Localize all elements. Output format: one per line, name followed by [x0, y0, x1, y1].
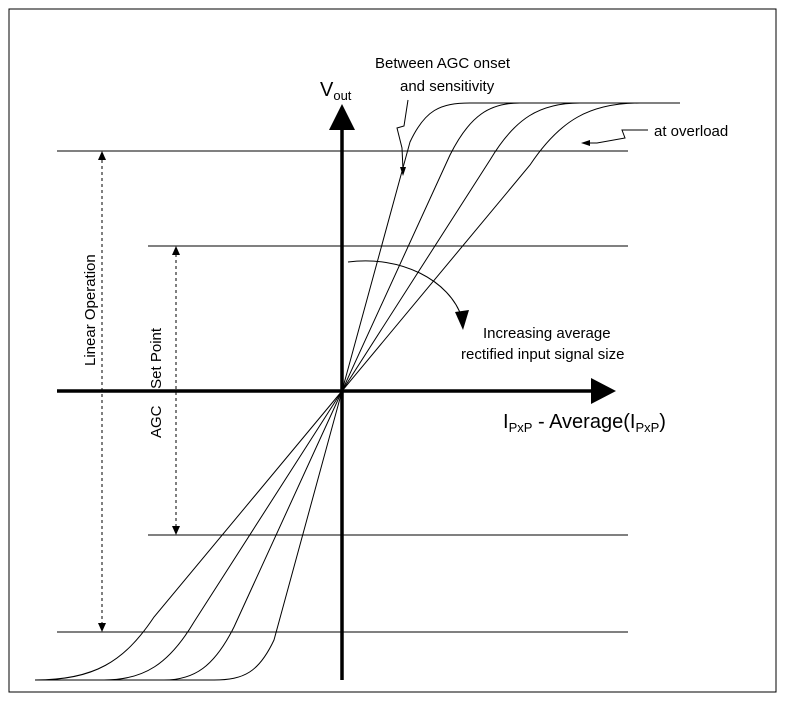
transfer-curve-3: [35, 102, 680, 681]
y-axis-label: Vout: [320, 79, 352, 103]
increasing-signal-arrowhead: [455, 310, 469, 330]
linear-range-arrowhead-top: [98, 151, 106, 160]
transfer-curve-4: [34, 102, 680, 681]
overload-callout-arrowhead: [581, 140, 590, 146]
linear-range-arrowhead-bottom: [98, 623, 106, 632]
agc-set-point-label: AGC Set Point: [148, 327, 165, 438]
y-axis-label-main: V: [320, 79, 334, 101]
x-axis-label-sub2: PxP: [635, 420, 659, 435]
onset-callout-arrowhead: [400, 167, 406, 176]
x-axis-label-part2: - Average(I: [532, 411, 635, 433]
x-axis-label-part3: ): [659, 411, 666, 433]
x-axis-label-part1: I: [503, 411, 509, 433]
transfer-curves: [34, 102, 680, 681]
x-axis-label-sub1: PxP: [509, 420, 533, 435]
annotation-increasing-line2: rectified input signal size: [461, 346, 624, 363]
overload-callout-leader: [585, 129, 648, 144]
linear-operation-label: Linear Operation: [82, 254, 99, 366]
annotation-increasing-line1: Increasing average: [483, 325, 611, 342]
transfer-curve-2: [35, 102, 680, 681]
onset-callout-leader: [396, 99, 409, 171]
transfer-curve-1: [35, 102, 680, 681]
x-axis-arrowhead: [591, 378, 616, 404]
agc-range-arrowhead-top: [172, 246, 180, 255]
annotation-top-line1: Between AGC onset: [375, 55, 511, 72]
agc-range-arrowhead-bottom: [172, 526, 180, 535]
diagram-frame: [8, 8, 777, 693]
y-axis-label-sub: out: [333, 88, 351, 103]
annotation-top-line2: and sensitivity: [400, 78, 495, 95]
y-axis-arrowhead: [329, 104, 355, 130]
annotation-overload: at overload: [654, 123, 728, 140]
x-axis-label: IPxP - Average(IPxP): [503, 411, 666, 435]
increasing-signal-arc-arrow: [347, 260, 463, 319]
